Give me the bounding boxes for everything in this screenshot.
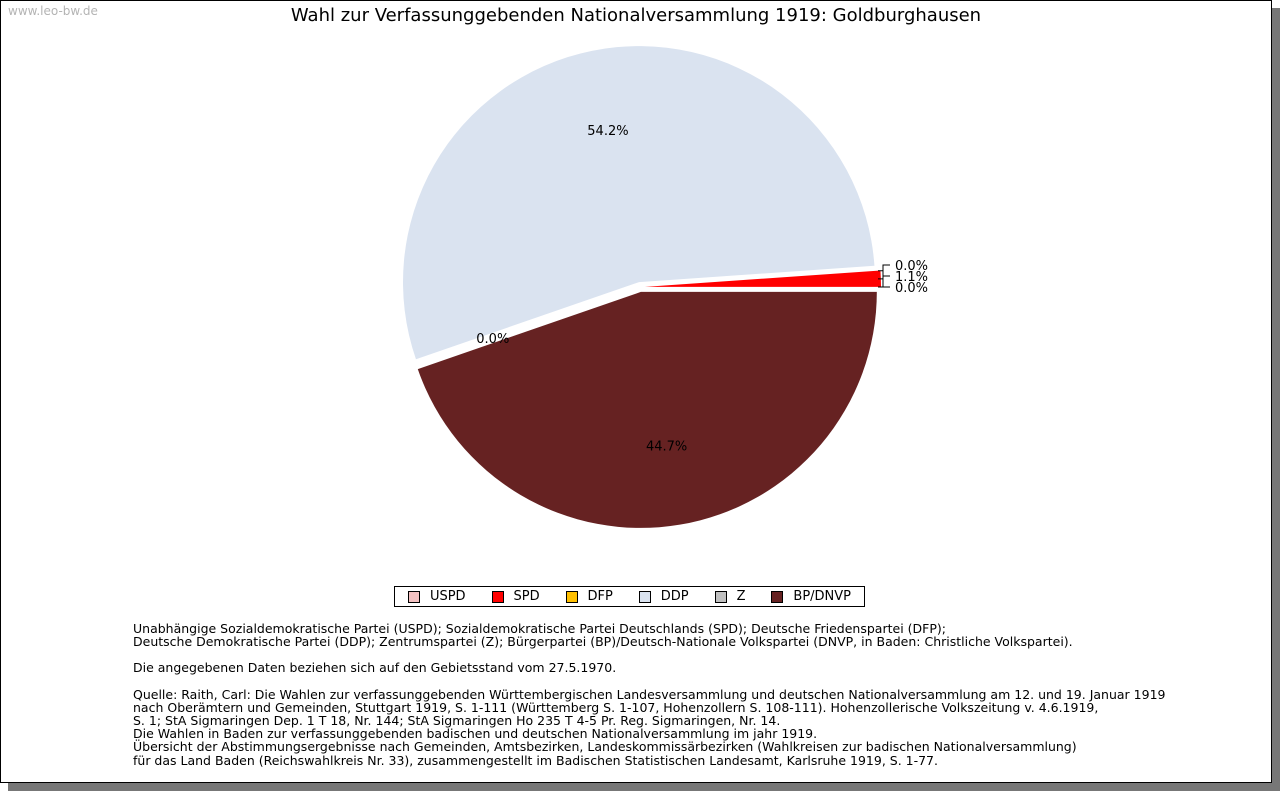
legend-label-bp-dnvp: BP/DNVP (793, 589, 852, 604)
legend-label-dfp: DFP (587, 589, 613, 604)
slice-label-z: 0.0% (476, 332, 509, 347)
legend-item-uspd: USPD (407, 589, 466, 604)
notes-territory: Die angegebenen Daten beziehen sich auf … (133, 660, 617, 676)
chart-title: Wahl zur Verfassunggebenden Nationalvers… (291, 5, 981, 26)
notes: Unabhängige Sozialdemokratische Partei (… (133, 622, 1233, 767)
legend-swatch-spd (491, 590, 504, 603)
frame-shadow-right (1272, 8, 1280, 791)
legend-item-bp-dnvp: BP/DNVP (771, 589, 851, 604)
legend-item-z: Z (714, 589, 746, 604)
legend-swatch-bp-dnvp (771, 590, 784, 603)
pie-slice-bp-dnvp (417, 291, 877, 528)
slice-label-dfp: 0.0% (895, 281, 928, 296)
legend-item-dfp: DFP (565, 589, 613, 604)
notes-source-line-5: Übersicht der Abstimmungsergebnisse nach… (133, 739, 1077, 755)
legend-swatch-ddp (638, 590, 651, 603)
legend-swatch-uspd (407, 590, 420, 603)
frame-shadow-bottom (8, 783, 1280, 791)
notes-source-line-2: nach Oberämtern und Gemeinden, Stuttgart… (133, 699, 1099, 715)
leader-line-dfp (878, 270, 890, 288)
notes-source-line-4: Die Wahlen in Baden zur verfassunggebend… (133, 726, 818, 742)
legend-swatch-dfp (565, 590, 578, 603)
legend-label-ddp: DDP (660, 589, 689, 604)
legend-label-uspd: USPD (429, 589, 466, 604)
chart-legend: USPD SPD DFP DDP Z BP/DNVP (394, 586, 865, 607)
legend-swatch-z (714, 590, 727, 603)
legend-label-spd: SPD (513, 589, 540, 604)
notes-source-line-6: für das Land Baden (Reichswahlkreis Nr. … (133, 752, 938, 768)
pie-slice-ddp (403, 46, 875, 360)
notes-parties-line-2: Deutsche Demokratische Partei (DDP); Zen… (133, 634, 1073, 650)
slice-label-spd: 1.1% (895, 270, 928, 285)
legend-item-spd: SPD (491, 589, 540, 604)
notes-parties-line-1: Unabhängige Sozialdemokratische Partei (… (133, 621, 946, 636)
legend-item-ddp: DDP (638, 589, 689, 604)
pie-slice-spd (644, 270, 881, 287)
notes-source-line-1: Quelle: Raith, Carl: Die Wahlen zur verf… (133, 686, 1166, 702)
slice-label-bp-dnvp: 44.7% (646, 439, 687, 454)
watermark: www.leo-bw.de (8, 4, 98, 18)
legend-label-z: Z (736, 589, 746, 604)
slice-label-uspd: 0.0% (895, 259, 928, 274)
slice-label-ddp: 54.2% (587, 124, 628, 139)
notes-source-line-3: S. 1; StA Sigmaringen Dep. 1 T 18, Nr. 1… (133, 713, 781, 729)
